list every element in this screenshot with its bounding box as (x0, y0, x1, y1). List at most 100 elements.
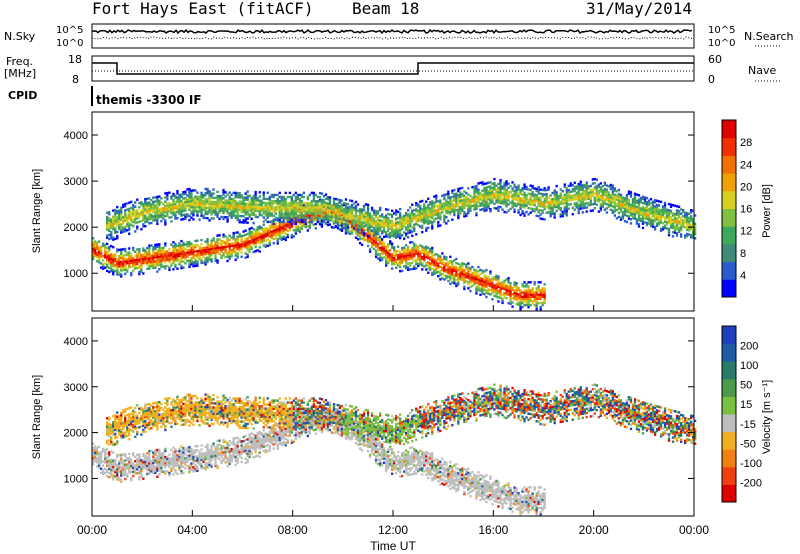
power-cell (184, 243, 187, 246)
power-cell (497, 300, 500, 303)
power-cell (176, 200, 179, 203)
power-cell (407, 266, 410, 269)
power-cell (381, 230, 384, 233)
power-cell (114, 229, 117, 232)
power-cell (517, 188, 520, 191)
power-cell (116, 218, 119, 221)
power-cell (688, 233, 691, 236)
power-cell (455, 284, 458, 288)
power-cell (112, 209, 115, 212)
power-cell (312, 217, 315, 220)
power-cell (599, 186, 602, 189)
power-cell (120, 260, 123, 264)
power-cell (381, 232, 384, 235)
power-cell (491, 298, 494, 301)
power-cell (435, 269, 438, 273)
power-cell (407, 229, 410, 233)
power-cell (515, 198, 518, 201)
power-cell (501, 281, 504, 284)
power-cell (330, 213, 334, 216)
power-cell (196, 214, 199, 217)
power-cell (358, 216, 362, 219)
power-cell (250, 209, 253, 212)
power-cell (505, 297, 508, 300)
power-cell (234, 239, 237, 243)
power-cell (684, 217, 687, 221)
power-cell (296, 220, 299, 224)
power-cell (132, 248, 135, 252)
power-cell (485, 205, 488, 208)
power-cell (513, 283, 516, 286)
power-cell (226, 251, 229, 254)
power-cell (635, 212, 639, 215)
power-cell (282, 216, 285, 219)
power-cell (525, 202, 528, 205)
power-cell (653, 205, 657, 208)
power-cell (240, 245, 243, 248)
power-cell (389, 236, 392, 239)
power-cell (218, 203, 221, 206)
power-cell (132, 208, 135, 211)
power-cell (246, 247, 249, 250)
power-cell (332, 216, 336, 219)
power-cell (515, 188, 518, 191)
power-cell (631, 198, 635, 201)
power-cell (551, 212, 554, 215)
power-cell (515, 292, 518, 295)
power-cell (527, 299, 530, 303)
power-cell (601, 203, 604, 206)
power-cell (126, 208, 129, 211)
power-cell (427, 203, 430, 207)
power-cell (124, 227, 127, 231)
power-cell (120, 214, 123, 218)
power-cell (573, 185, 576, 189)
power-cell (393, 228, 396, 232)
power-cell (188, 192, 191, 195)
power-cell (260, 203, 263, 207)
power-cell (495, 295, 498, 298)
power-cell (491, 201, 494, 204)
power-cell (154, 254, 157, 257)
power-cell (385, 220, 388, 223)
power-cell (112, 219, 115, 223)
power-cell (108, 248, 111, 251)
power-cell (108, 213, 111, 216)
power-cell (623, 197, 627, 200)
power-cell (354, 215, 358, 218)
power-cell (102, 242, 105, 245)
power-cell (669, 220, 673, 223)
power-cell (104, 266, 107, 269)
power-cell (336, 218, 340, 222)
power-cell (523, 297, 526, 300)
power-cell (298, 197, 301, 201)
power-cell (597, 195, 600, 199)
power-cell (577, 199, 580, 202)
power-cell (667, 211, 671, 214)
power-cell (358, 223, 362, 226)
power-cell (603, 194, 606, 197)
power-cell (332, 207, 336, 211)
power-cell (340, 203, 344, 206)
power-cell (360, 214, 364, 218)
power-cell (435, 200, 438, 204)
power-cell (140, 256, 143, 259)
power-cell (230, 236, 233, 239)
power-cell (286, 214, 289, 217)
power-cell (104, 245, 107, 249)
power-cell (413, 259, 416, 262)
power-cell (326, 198, 330, 201)
power-cell (611, 184, 614, 187)
power-cell (168, 256, 171, 259)
power-cell (300, 218, 303, 221)
power-cell (465, 202, 468, 205)
power-cell (196, 210, 199, 213)
power-cell (497, 275, 500, 278)
power-cell (206, 248, 209, 251)
power-cell (290, 236, 293, 239)
power-cell (114, 237, 117, 241)
power-cell (525, 293, 528, 296)
power-cell (465, 204, 468, 207)
power-cell (527, 285, 530, 288)
power-cell (647, 216, 651, 219)
power-cell (348, 222, 352, 225)
